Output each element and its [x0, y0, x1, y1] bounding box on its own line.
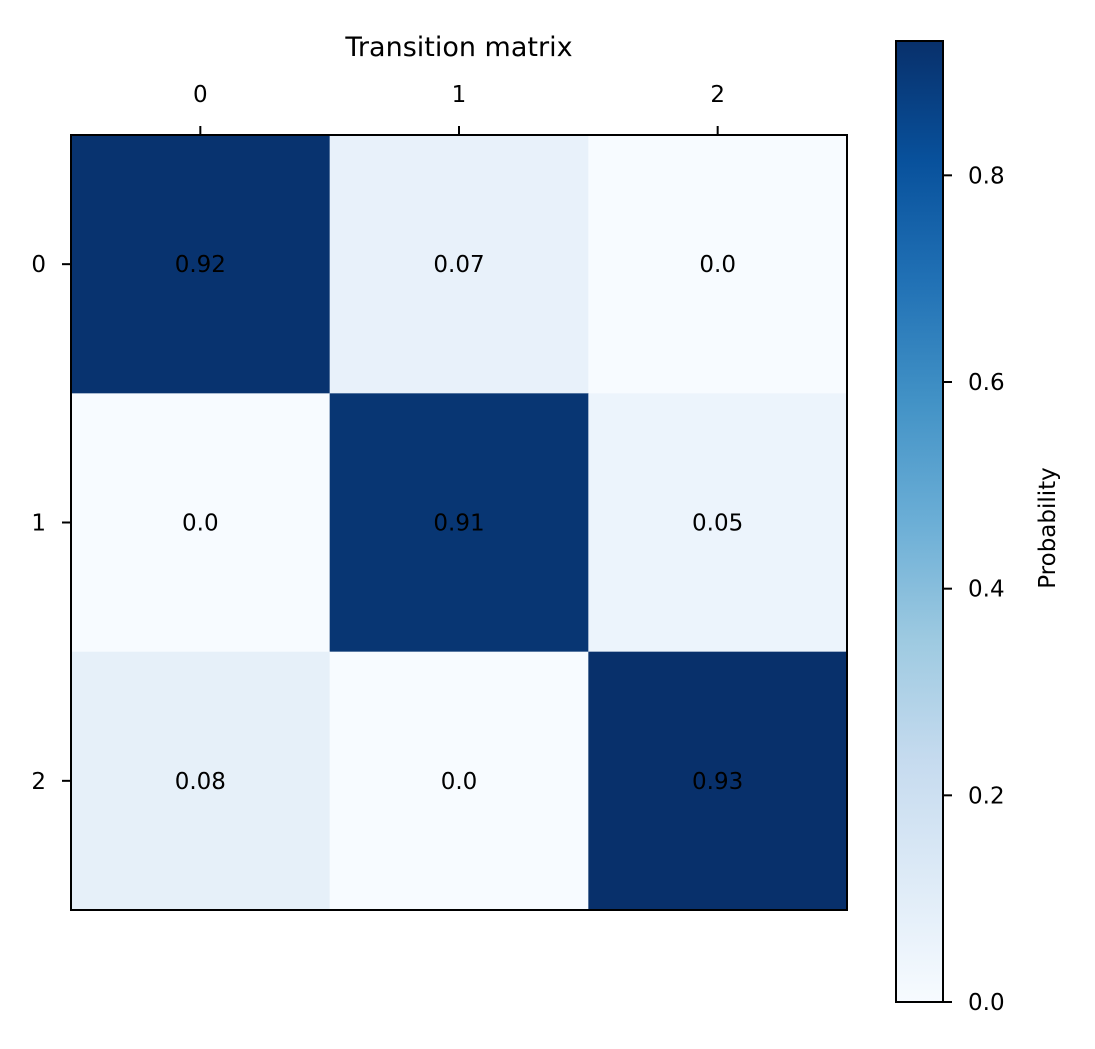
heatmap-cell-0-0	[71, 135, 331, 394]
heatmap-cell-2-0	[71, 651, 331, 911]
cell-value-label-1-2: 0.05	[692, 511, 743, 537]
y-axis-ticks: 0 1 2	[31, 252, 71, 795]
colorbar-label: Probability	[1035, 467, 1061, 589]
colorbar-ticks: 0.0 0.2 0.4 0.6 0.8	[943, 163, 1005, 1016]
x-tick-label: 2	[710, 82, 725, 108]
heatmap-cell-1-2	[588, 393, 848, 653]
colorbar-gradient	[895, 40, 944, 1003]
colorbar-tick-label: 0.4	[968, 577, 1005, 603]
colorbar-tick-label: 0.0	[968, 990, 1005, 1016]
heatmap-cell-2-1	[329, 651, 589, 911]
chart-title: Transition matrix	[344, 32, 572, 63]
y-tick-label: 1	[31, 511, 46, 537]
colorbar-tick-label: 0.8	[968, 163, 1005, 189]
heatmap-cell-1-0	[71, 393, 331, 653]
heatmap-cell-2-2	[588, 651, 848, 911]
colorbar-tick-label: 0.6	[968, 370, 1005, 396]
cell-value-label-2-0: 0.08	[175, 769, 226, 795]
heatmap-cell-0-2	[588, 135, 848, 394]
y-tick-label: 0	[31, 252, 46, 278]
x-tick-label: 1	[452, 82, 467, 108]
x-tick-label: 0	[193, 82, 208, 108]
heatmap-cell-1-1	[329, 393, 589, 653]
cell-value-label-0-2: 0.0	[699, 252, 736, 278]
cell-value-label-0-1: 0.07	[433, 252, 484, 278]
heatmap-cell-labels: 0.92 0.07 0.0 0.0 0.91 0.05 0.08 0.0 0.93	[175, 252, 744, 795]
cell-value-label-2-1: 0.0	[441, 769, 478, 795]
x-axis-ticks: 0 1 2	[193, 82, 725, 135]
cell-value-label-1-0: 0.0	[182, 511, 219, 537]
colorbar-tick-label: 0.2	[968, 783, 1005, 809]
heatmap-cell-0-1	[329, 135, 589, 394]
heatmap-cells	[71, 135, 848, 911]
cell-value-label-1-1: 0.91	[433, 511, 484, 537]
cell-value-label-2-2: 0.93	[692, 769, 743, 795]
cell-value-label-0-0: 0.92	[175, 252, 226, 278]
y-tick-label: 2	[31, 769, 46, 795]
colorbar: 0.0 0.2 0.4 0.6 0.8 Probability	[895, 40, 1061, 1016]
